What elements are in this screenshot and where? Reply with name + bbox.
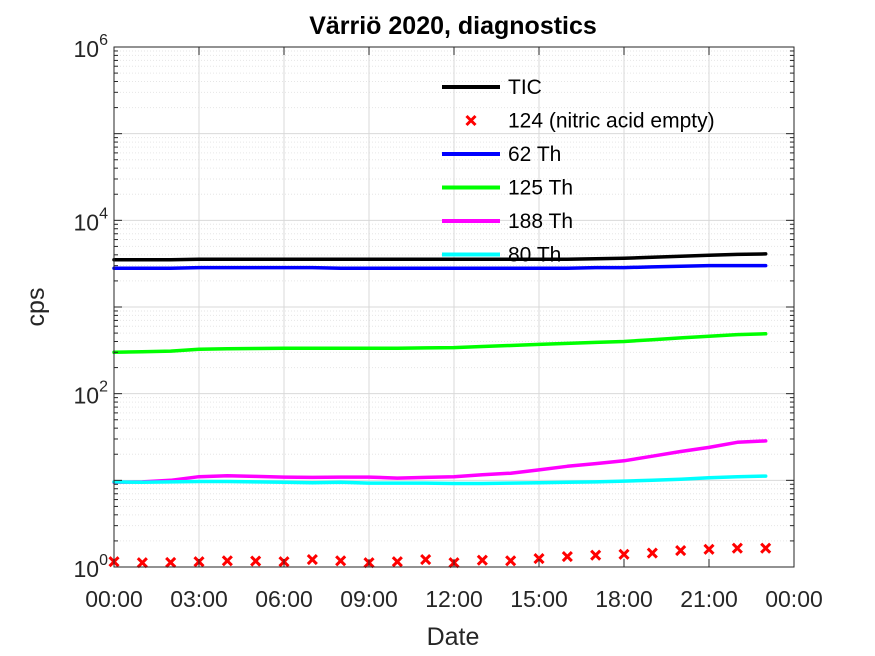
legend-swatch-124-nitric-acid-empty (465, 114, 477, 127)
y-tick-label: 104 (74, 205, 109, 235)
y-tick-labels: 100 102 104 106 (74, 32, 109, 582)
legend-label-124-nitric-acid-empty: 124 (nitric acid empty) (508, 110, 715, 133)
data-point-marker (731, 542, 743, 554)
data-point-marker (335, 555, 347, 567)
series-80-th-line (112, 474, 768, 486)
data-point-marker (675, 544, 687, 557)
x-axis-label: Date (427, 623, 480, 651)
data-point-marker (646, 547, 658, 559)
data-point-marker (533, 553, 545, 565)
legend-label-tic: TIC (508, 76, 542, 99)
data-point-marker (391, 556, 403, 568)
legend-label-62-th: 62 Th (508, 143, 561, 166)
legend-label-188-th: 188 Th (508, 210, 573, 233)
series-layer (108, 252, 772, 569)
data-point-marker (221, 555, 233, 567)
x-tick-label: 15:00 (510, 586, 568, 612)
x-tick-label: 12:00 (425, 586, 483, 612)
data-point-marker (250, 555, 262, 567)
legend-label-125-th: 125 Th (508, 177, 573, 200)
y-tick-label: 102 (74, 379, 109, 409)
x-tick-label: 21:00 (680, 586, 738, 612)
x-tick-label: 00:00 (85, 586, 143, 612)
series-188-th-line (112, 439, 768, 485)
data-point-marker (590, 549, 602, 561)
x-tick-label: 03:00 (170, 586, 228, 612)
data-point-marker (618, 548, 630, 560)
axis-ticks (113, 46, 795, 568)
chart-title: Värriö 2020, diagnostics (309, 12, 597, 40)
x-tick-labels: 00:00 03:00 06:00 09:00 12:00 15:00 18:00 21:00… (85, 586, 823, 612)
legend-label-80-th: 80 Th (508, 244, 561, 267)
y-axis-label: cps (22, 288, 50, 327)
data-point-marker (136, 557, 148, 569)
legend: TIC 124 (nitric acid empty) 62 Th 125 Th 188… (442, 76, 715, 267)
data-point-marker (703, 543, 715, 555)
series-62-th-line (112, 263, 768, 270)
data-point-marker (760, 542, 772, 554)
data-point-marker (306, 553, 318, 566)
data-point-marker (165, 556, 177, 568)
data-point-marker (420, 553, 432, 566)
x-tick-label: 09:00 (340, 586, 398, 612)
y-tick-label: 106 (74, 32, 109, 62)
x-tick-label: 06:00 (255, 586, 313, 612)
series-124-nitric-acid-empty-markers (108, 542, 772, 569)
series-125-th-line (112, 332, 768, 355)
data-point-marker (505, 555, 517, 567)
data-point-marker (476, 554, 488, 566)
x-tick-label: 00:00 (765, 586, 823, 612)
y-tick-label: 100 (74, 552, 109, 582)
data-point-marker (561, 550, 573, 563)
x-tick-label: 18:00 (595, 586, 653, 612)
series-tic-line (112, 252, 768, 262)
